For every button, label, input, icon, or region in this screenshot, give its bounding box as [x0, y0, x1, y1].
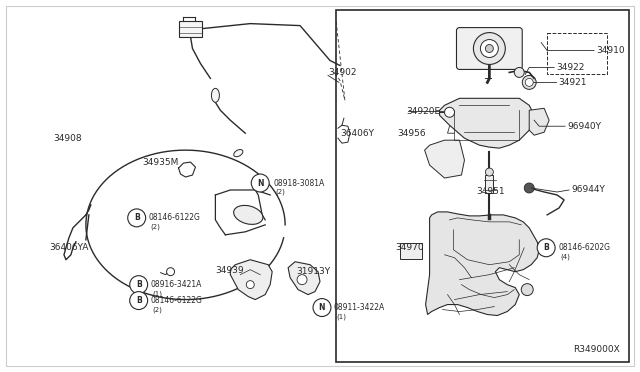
Text: 08911-3422A: 08911-3422A: [334, 303, 385, 312]
Polygon shape: [424, 140, 465, 178]
Text: N: N: [257, 179, 264, 187]
Text: 36406YA: 36406YA: [49, 243, 88, 252]
Text: B: B: [134, 214, 140, 222]
Circle shape: [474, 33, 506, 64]
Polygon shape: [230, 260, 272, 299]
Circle shape: [128, 209, 146, 227]
Text: 34939: 34939: [216, 266, 244, 275]
Circle shape: [445, 107, 454, 117]
Text: B: B: [136, 280, 141, 289]
Text: (2): (2): [275, 189, 285, 195]
Polygon shape: [426, 212, 539, 315]
FancyBboxPatch shape: [456, 28, 522, 70]
Text: (2): (2): [150, 224, 161, 230]
Text: 34921: 34921: [558, 78, 587, 87]
Bar: [485, 175, 493, 193]
Text: 96944Y: 96944Y: [571, 186, 605, 195]
Text: 08146-6122G: 08146-6122G: [150, 296, 202, 305]
Text: 08918-3081A: 08918-3081A: [273, 179, 324, 187]
Text: 96940Y: 96940Y: [567, 122, 601, 131]
Text: B: B: [136, 296, 141, 305]
Circle shape: [246, 280, 254, 289]
Circle shape: [525, 78, 533, 86]
Text: 34920E: 34920E: [406, 107, 441, 116]
Text: 36406Y: 36406Y: [340, 129, 374, 138]
Bar: [400, 243, 422, 259]
Text: 34922: 34922: [556, 63, 584, 72]
Text: B: B: [543, 243, 549, 252]
Text: (2): (2): [152, 306, 163, 313]
Text: 34970: 34970: [396, 243, 424, 252]
Circle shape: [521, 283, 533, 296]
Circle shape: [485, 45, 493, 52]
Polygon shape: [288, 262, 320, 295]
Bar: [179, 20, 202, 36]
Text: 34951: 34951: [476, 187, 505, 196]
Circle shape: [524, 183, 534, 193]
Text: 34935M: 34935M: [143, 158, 179, 167]
Text: (1): (1): [152, 291, 163, 297]
Text: 34910: 34910: [596, 46, 625, 55]
Ellipse shape: [234, 150, 243, 157]
Circle shape: [252, 174, 269, 192]
Bar: [547, 33, 607, 74]
Text: 34908: 34908: [53, 134, 82, 143]
Text: 34902: 34902: [328, 68, 356, 77]
Text: 08916-3421A: 08916-3421A: [150, 280, 202, 289]
Ellipse shape: [234, 205, 263, 224]
Circle shape: [297, 275, 307, 285]
Text: 31913Y: 31913Y: [296, 267, 330, 276]
Circle shape: [522, 76, 536, 89]
Circle shape: [485, 168, 493, 176]
Text: 08146-6202G: 08146-6202G: [558, 243, 610, 252]
Circle shape: [481, 39, 499, 58]
Circle shape: [313, 299, 331, 317]
Circle shape: [537, 239, 555, 257]
Text: N: N: [319, 303, 325, 312]
Circle shape: [130, 276, 148, 294]
Text: R349000X: R349000X: [573, 345, 620, 354]
Circle shape: [166, 268, 175, 276]
Text: 34956: 34956: [397, 129, 426, 138]
Circle shape: [130, 292, 148, 310]
Text: (4): (4): [560, 253, 570, 260]
Polygon shape: [529, 108, 549, 135]
Text: 08146-6122G: 08146-6122G: [148, 214, 200, 222]
Bar: [336, 10, 629, 362]
Ellipse shape: [211, 89, 220, 102]
Text: (1): (1): [336, 313, 346, 320]
Circle shape: [515, 67, 524, 77]
Polygon shape: [440, 98, 534, 148]
